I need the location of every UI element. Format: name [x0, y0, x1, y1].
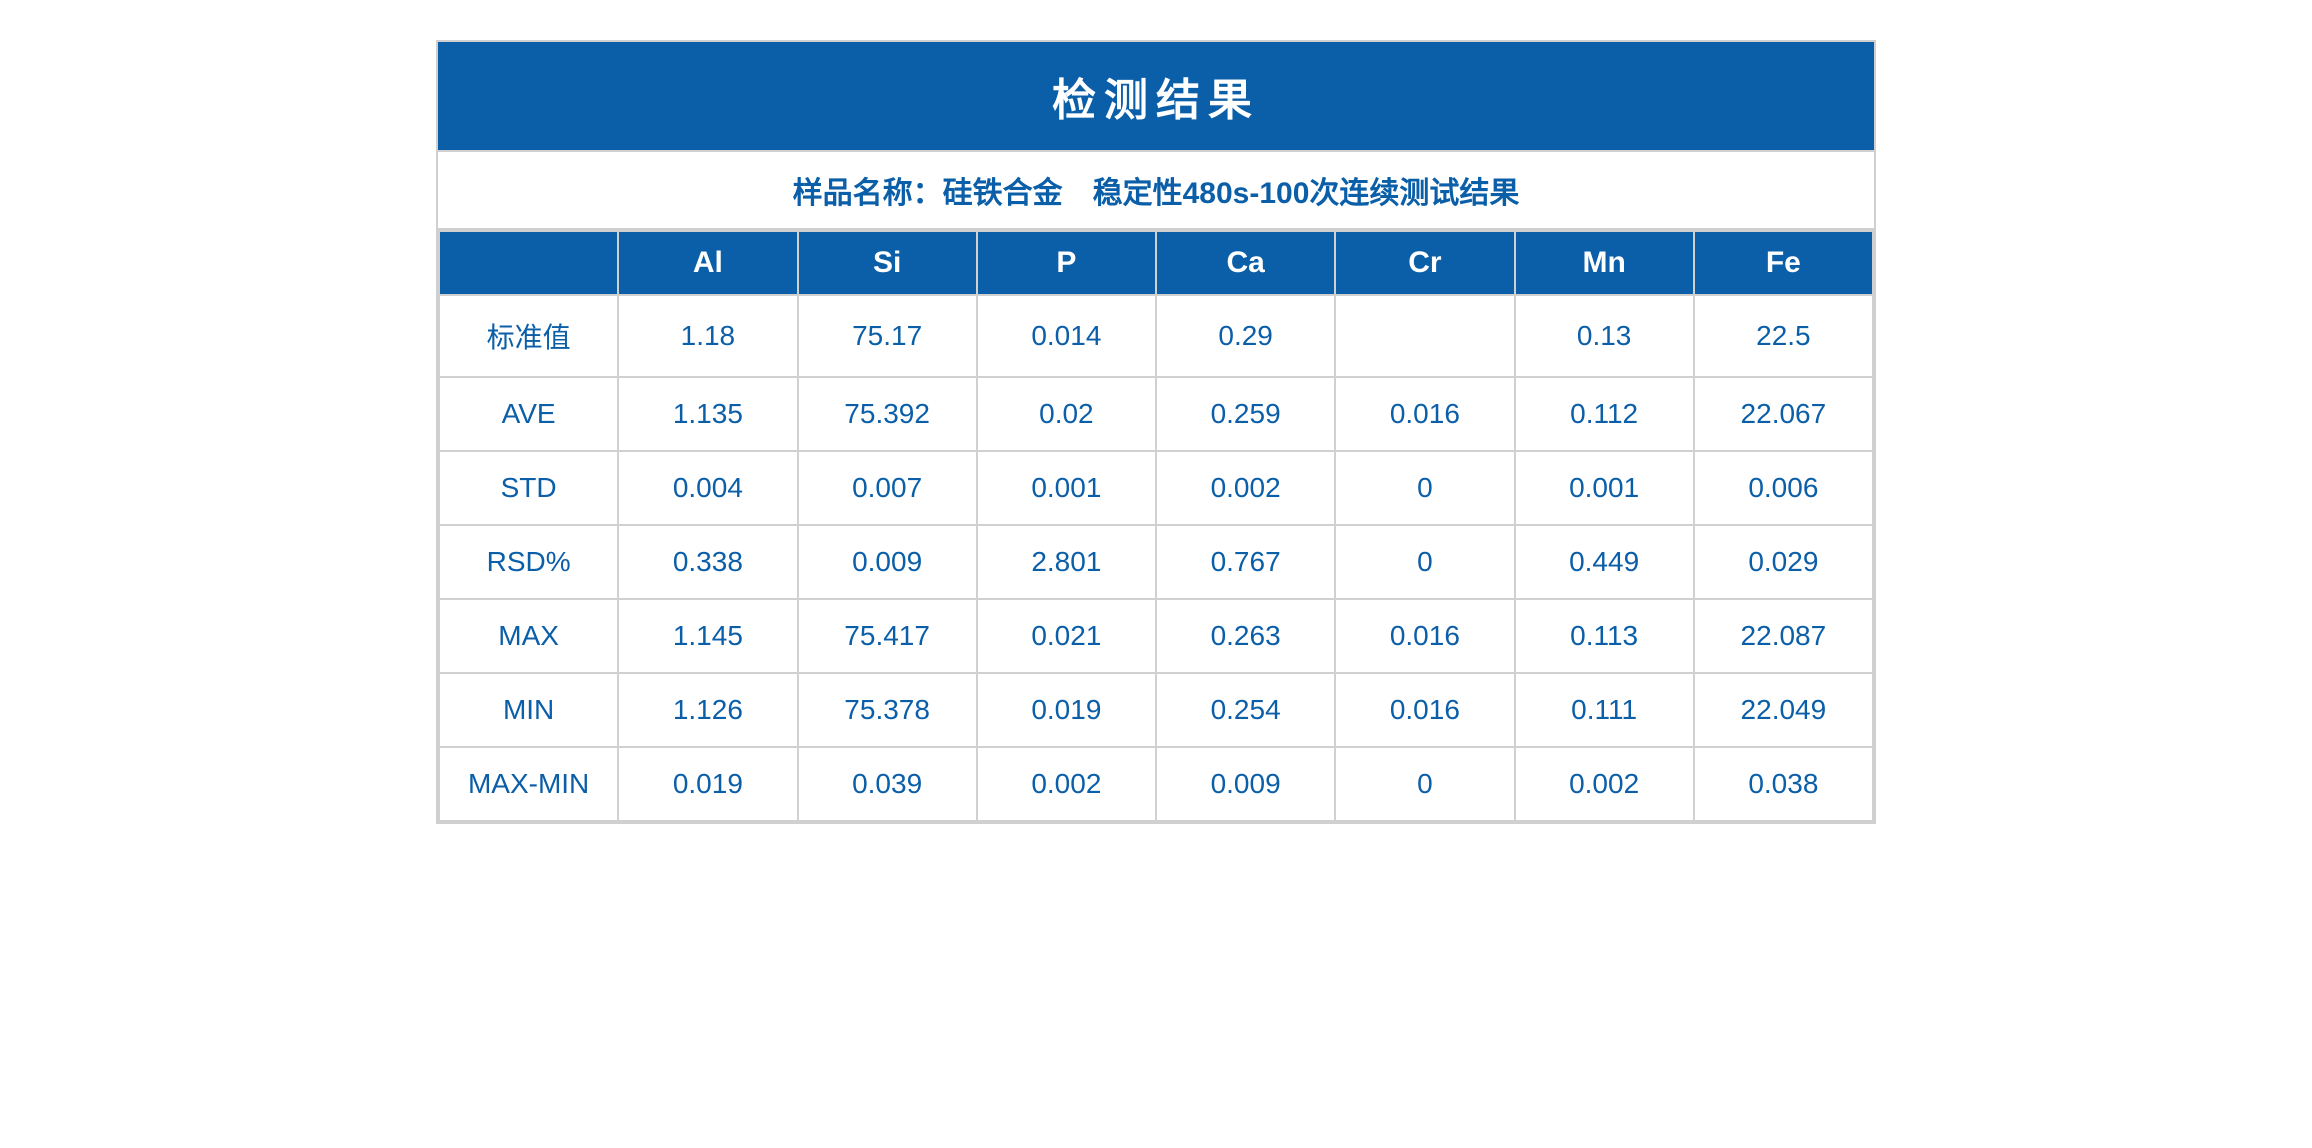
cell-value: 75.378: [798, 673, 977, 747]
results-table: Al Si P Ca Cr Mn Fe 标准值 1.18 75.17 0.014…: [438, 230, 1874, 822]
cell-value: 0.001: [1515, 451, 1694, 525]
table-title: 检测结果: [438, 42, 1874, 152]
column-header-cr: Cr: [1335, 231, 1514, 295]
row-label: MAX-MIN: [439, 747, 618, 821]
table-row: MAX 1.145 75.417 0.021 0.263 0.016 0.113…: [439, 599, 1873, 673]
table-row: AVE 1.135 75.392 0.02 0.259 0.016 0.112 …: [439, 377, 1873, 451]
cell-value: [1335, 295, 1514, 377]
cell-value: 0.338: [618, 525, 797, 599]
cell-value: 22.087: [1694, 599, 1873, 673]
column-header-ca: Ca: [1156, 231, 1335, 295]
results-table-container: 检测结果 样品名称：硅铁合金 稳定性480s-100次连续测试结果 Al Si …: [436, 40, 1876, 824]
cell-value: 0.767: [1156, 525, 1335, 599]
cell-value: 0: [1335, 525, 1514, 599]
cell-value: 22.067: [1694, 377, 1873, 451]
cell-value: 0.002: [1156, 451, 1335, 525]
cell-value: 0.038: [1694, 747, 1873, 821]
cell-value: 75.417: [798, 599, 977, 673]
cell-value: 0.001: [977, 451, 1156, 525]
cell-value: 0: [1335, 747, 1514, 821]
cell-value: 0.016: [1335, 673, 1514, 747]
table-row: STD 0.004 0.007 0.001 0.002 0 0.001 0.00…: [439, 451, 1873, 525]
table-subtitle: 样品名称：硅铁合金 稳定性480s-100次连续测试结果: [438, 152, 1874, 230]
table-header-row: Al Si P Ca Cr Mn Fe: [439, 231, 1873, 295]
cell-value: 0.13: [1515, 295, 1694, 377]
cell-value: 0.29: [1156, 295, 1335, 377]
cell-value: 22.049: [1694, 673, 1873, 747]
cell-value: 0.263: [1156, 599, 1335, 673]
cell-value: 0.009: [1156, 747, 1335, 821]
cell-value: 0.016: [1335, 599, 1514, 673]
cell-value: 75.17: [798, 295, 977, 377]
column-header-fe: Fe: [1694, 231, 1873, 295]
cell-value: 0.113: [1515, 599, 1694, 673]
table-row: MAX-MIN 0.019 0.039 0.002 0.009 0 0.002 …: [439, 747, 1873, 821]
cell-value: 1.145: [618, 599, 797, 673]
cell-value: 1.18: [618, 295, 797, 377]
row-label: 标准值: [439, 295, 618, 377]
cell-value: 0.007: [798, 451, 977, 525]
cell-value: 0.259: [1156, 377, 1335, 451]
cell-value: 0.002: [977, 747, 1156, 821]
column-header-p: P: [977, 231, 1156, 295]
cell-value: 0.021: [977, 599, 1156, 673]
cell-value: 0.016: [1335, 377, 1514, 451]
cell-value: 0.029: [1694, 525, 1873, 599]
cell-value: 0.006: [1694, 451, 1873, 525]
row-label: RSD%: [439, 525, 618, 599]
cell-value: 22.5: [1694, 295, 1873, 377]
cell-value: 1.135: [618, 377, 797, 451]
column-header-al: Al: [618, 231, 797, 295]
table-row: MIN 1.126 75.378 0.019 0.254 0.016 0.111…: [439, 673, 1873, 747]
column-header-blank: [439, 231, 618, 295]
cell-value: 75.392: [798, 377, 977, 451]
row-label: MIN: [439, 673, 618, 747]
cell-value: 2.801: [977, 525, 1156, 599]
cell-value: 0.111: [1515, 673, 1694, 747]
cell-value: 0.039: [798, 747, 977, 821]
cell-value: 0.112: [1515, 377, 1694, 451]
cell-value: 0.02: [977, 377, 1156, 451]
cell-value: 0.019: [618, 747, 797, 821]
cell-value: 0.254: [1156, 673, 1335, 747]
table-row: RSD% 0.338 0.009 2.801 0.767 0 0.449 0.0…: [439, 525, 1873, 599]
cell-value: 0: [1335, 451, 1514, 525]
cell-value: 0.449: [1515, 525, 1694, 599]
cell-value: 0.002: [1515, 747, 1694, 821]
column-header-si: Si: [798, 231, 977, 295]
cell-value: 0.004: [618, 451, 797, 525]
table-row: 标准值 1.18 75.17 0.014 0.29 0.13 22.5: [439, 295, 1873, 377]
cell-value: 0.019: [977, 673, 1156, 747]
row-label: MAX: [439, 599, 618, 673]
row-label: STD: [439, 451, 618, 525]
cell-value: 0.014: [977, 295, 1156, 377]
row-label: AVE: [439, 377, 618, 451]
cell-value: 1.126: [618, 673, 797, 747]
column-header-mn: Mn: [1515, 231, 1694, 295]
cell-value: 0.009: [798, 525, 977, 599]
